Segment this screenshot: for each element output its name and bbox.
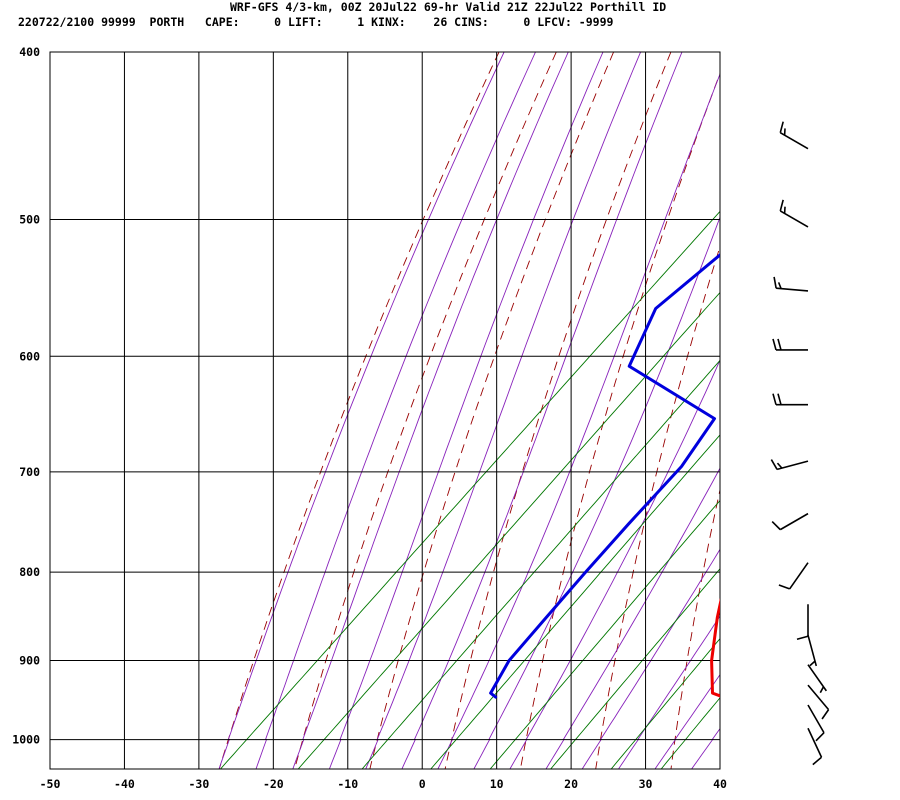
wind-barb [779, 121, 809, 150]
moist-adiabat-line [328, 52, 604, 769]
moist-adiabat-line [218, 52, 505, 769]
chart-title: WRF-GFS 4/3-km, 00Z 20Jul22 69-hr Valid … [230, 0, 667, 14]
dry-adiabat-line [218, 52, 500, 769]
x-tick-label: -20 [263, 777, 284, 791]
dry-adiabat-line [294, 52, 557, 769]
sounding-profiles [489, 252, 720, 699]
x-tick-label: -10 [337, 777, 358, 791]
chart-subtitle-indices: 220722/2100 99999 PORTH CAPE: 0 LIFT: 1 … [18, 15, 614, 29]
y-tick-label: 500 [19, 212, 40, 226]
dry-adiabat-line [444, 52, 672, 769]
y-tick-label: 800 [19, 565, 40, 579]
mixing-ratio-line [220, 210, 720, 769]
y-tick-label: 700 [19, 465, 40, 479]
y-tick-label: 400 [19, 45, 40, 59]
mixing-ratio-line [610, 637, 720, 769]
y-tick-label: 900 [19, 654, 40, 668]
grid-lines [49, 51, 721, 770]
mixing-ratio-line [430, 434, 720, 769]
mixing-ratio-line [550, 568, 720, 769]
moist-adiabat-line [691, 727, 720, 769]
wind-barb [807, 727, 823, 766]
y-tick-label: 1000 [12, 733, 40, 747]
temperature-profile-line [710, 597, 720, 698]
x-tick-label: 0 [419, 777, 426, 791]
moist-adiabat-line [255, 52, 536, 769]
moist-adiabat-line [618, 615, 720, 769]
moist-adiabat-line [292, 52, 569, 769]
dry-adiabat-line [595, 245, 720, 769]
moist-adiabat-line [509, 359, 720, 769]
x-tick-labels: -50 -40 -30 -20 -10 0 10 20 30 40 [40, 777, 727, 791]
dry-adiabat-line [519, 72, 720, 769]
x-tick-label: 30 [639, 777, 653, 791]
dewpoint-profile-line [489, 252, 720, 699]
wind-barb [773, 276, 809, 292]
wind-barb [807, 664, 828, 694]
wind-barb [772, 393, 808, 406]
wind-barbs [770, 121, 830, 766]
wind-barb [807, 704, 825, 742]
moist-adiabat-line [365, 52, 642, 769]
mixing-ratio-line [489, 499, 720, 769]
dry-adiabat-line [670, 487, 720, 769]
dry-adiabat-line [369, 52, 615, 769]
y-tick-labels: 400 500 600 700 800 900 1000 [12, 45, 40, 747]
mixing-ratio-line [361, 359, 720, 769]
dry-adiabat-line [746, 52, 900, 769]
moist-adiabat-line [437, 72, 720, 769]
wind-barb [807, 634, 818, 667]
moist-adiabat-line [654, 673, 720, 769]
moist-adiabat-line [545, 467, 720, 769]
background-lines [218, 52, 900, 769]
moist-adiabat-line [581, 548, 720, 769]
x-tick-label: -50 [40, 777, 61, 791]
wind-barb [778, 562, 809, 590]
wind-barb [796, 604, 809, 641]
wind-barb [771, 512, 809, 531]
moist-adiabat-line [473, 216, 720, 769]
x-tick-label: -30 [188, 777, 209, 791]
wind-barb [807, 684, 830, 720]
x-tick-label: 20 [564, 777, 578, 791]
x-tick-label: 10 [490, 777, 504, 791]
mixing-ratio-line [297, 291, 720, 769]
dry-adiabat-line [822, 52, 900, 769]
wind-barb [779, 199, 809, 228]
wind-barb [772, 338, 808, 351]
moist-adiabat-line [401, 52, 683, 769]
x-tick-label: 40 [713, 777, 727, 791]
y-tick-label: 600 [19, 349, 40, 363]
x-tick-label: -40 [114, 777, 135, 791]
wind-barb [770, 459, 809, 471]
